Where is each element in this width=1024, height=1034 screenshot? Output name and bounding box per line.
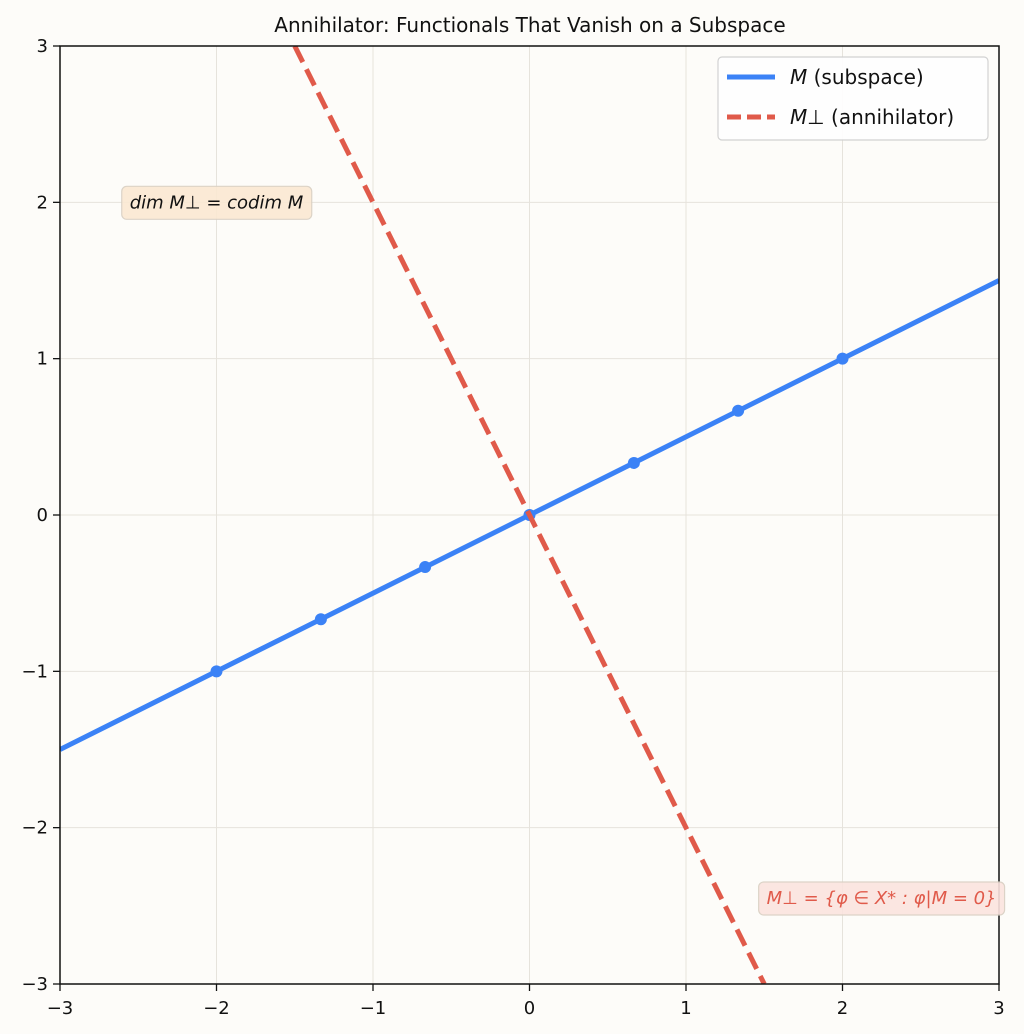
data-point (627, 456, 640, 469)
annotation-0: dim M⊥ = codim M (121, 185, 313, 220)
y-tick-label: −2 (21, 818, 48, 839)
y-tick-label: 1 (37, 349, 48, 370)
annotation-box (121, 185, 313, 220)
x-tick-label: −2 (203, 998, 230, 1019)
annotation-text: M⊥ = {φ ∈ X* : φ|M = 0} (767, 888, 997, 909)
x-tick-label: −3 (47, 998, 74, 1019)
data-point (836, 352, 849, 365)
chart-title: Annihilator: Functionals That Vanish on … (274, 13, 785, 37)
annotation-text: dim M⊥ = codim M (130, 192, 304, 213)
x-tick-label: 0 (524, 998, 535, 1019)
x-tick-label: 3 (993, 998, 1004, 1019)
legend-label-0: M (subspace) (790, 65, 924, 89)
y-tick-label: 2 (37, 192, 48, 213)
series-layer (60, 46, 999, 984)
y-tick-label: 3 (37, 36, 48, 57)
data-point (732, 404, 745, 417)
x-tick-label: −1 (360, 998, 387, 1019)
y-tick-label: −1 (21, 661, 48, 682)
data-point (210, 665, 223, 678)
y-tick-label: −3 (21, 974, 48, 995)
annotation-1: M⊥ = {φ ∈ X* : φ|M = 0} (758, 881, 1006, 916)
annotation-box (758, 881, 1006, 916)
x-tick-label: 1 (680, 998, 691, 1019)
data-point (419, 561, 432, 574)
annotations: dim M⊥ = codim M M⊥ = {φ ∈ X* : φ|M = 0} (121, 185, 1006, 916)
x-tick-label: 2 (837, 998, 848, 1019)
data-point (314, 613, 327, 626)
series-line-1 (292, 46, 767, 984)
legend-box (717, 56, 989, 141)
y-tick-label: 0 (37, 505, 48, 526)
legend-label-1: M⊥ (annihilator) (790, 105, 954, 129)
axis-ticks: −3 −2 −1 0 1 2 3 −3 −2 −1 0 1 2 3 (21, 36, 1004, 1019)
legend: M (subspace) M⊥ (annihilator) (717, 56, 989, 141)
